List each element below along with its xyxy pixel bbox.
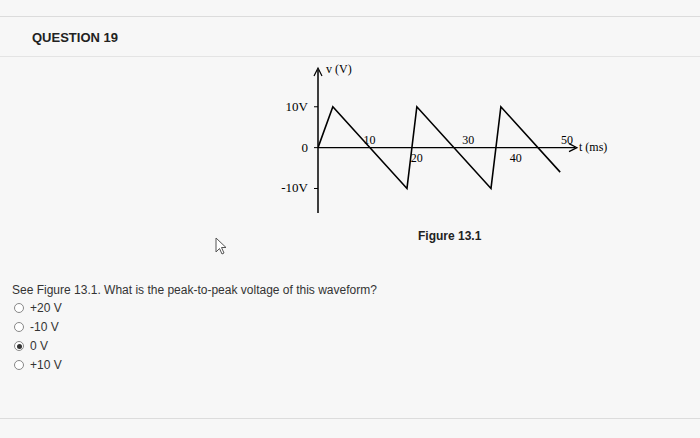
svg-text:0: 0 [302,140,309,155]
html-text:Figure 13.1: Figure 13.1 [418,229,482,243]
html-text:0 V: 0 V [30,339,48,353]
svg-text:20: 20 [411,151,423,165]
html-text:v (V): v (V) [326,62,352,76]
svg-text:30: 30 [462,133,474,147]
svg-text:40: 40 [510,151,522,165]
html-text:-10 V: -10 V [30,320,59,334]
html-text:See Figure 13.1. What is the p: See Figure 13.1. What is the peak-to-pea… [12,283,377,297]
svg-text:-10V: -10V [281,180,308,195]
html-text:t (ms): t (ms) [579,139,608,154]
html-text:+20 V: +20 V [30,301,62,315]
svg-text:50: 50 [561,133,573,147]
html-text:+10 V: +10 V [30,358,62,372]
html-text:QUESTION 19: QUESTION 19 [32,30,118,45]
svg-text:10V: 10V [286,99,309,114]
svg-text:10: 10 [363,133,375,147]
